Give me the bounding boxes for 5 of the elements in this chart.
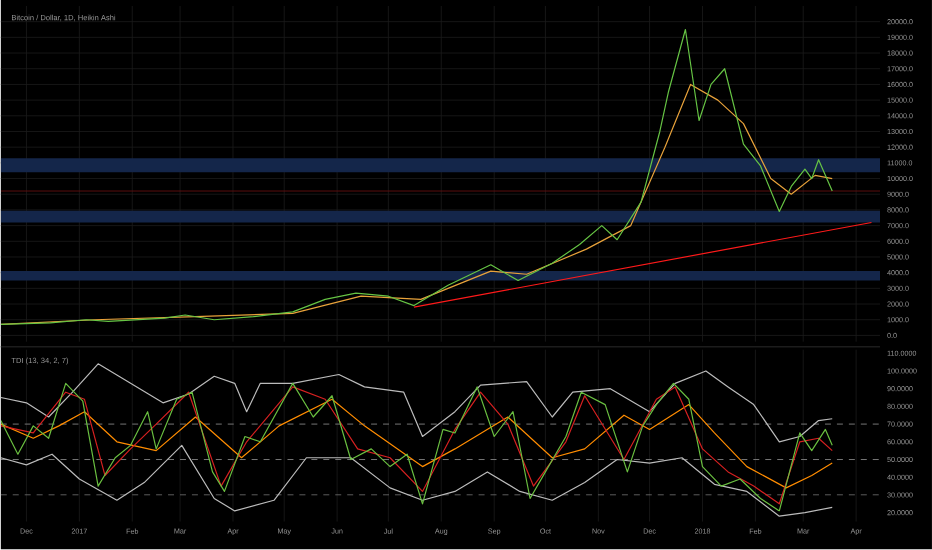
line-series (0, 398, 833, 489)
line-series (0, 445, 833, 518)
line-series (0, 363, 833, 443)
line-series (0, 84, 833, 326)
line-series (0, 29, 833, 326)
